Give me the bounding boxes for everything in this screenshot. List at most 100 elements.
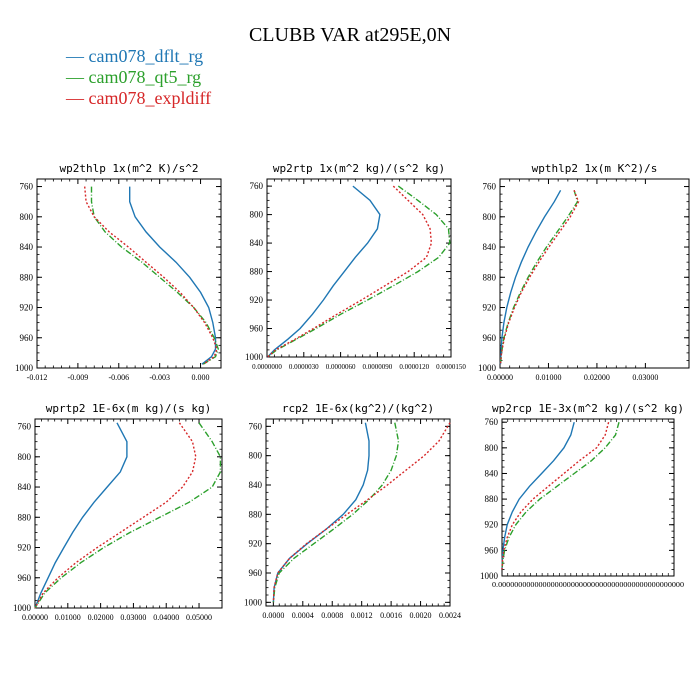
y-tick-label: 960: [483, 333, 497, 343]
series-line-cam078_dflt_rg: [128, 186, 217, 365]
y-tick-label: 1000: [13, 603, 32, 613]
x-tick-label: 0.01000: [535, 373, 561, 382]
x-tick-label: -0.012: [27, 373, 48, 382]
y-tick-label: 800: [20, 212, 34, 222]
y-tick-label: 960: [485, 545, 499, 555]
panel-title: wpthlp2 1x(m K^2)/s: [532, 162, 658, 175]
y-tick-label: 800: [485, 443, 499, 453]
x-tick-label: 0.02000: [88, 613, 114, 622]
series-line-cam078_expldiff: [267, 185, 433, 358]
y-tick-label: 840: [250, 238, 264, 248]
legend-entry-0: — cam078_dflt_rg: [65, 46, 203, 66]
series-line-cam078_qt5_rg: [267, 185, 451, 358]
y-tick-label: 760: [483, 182, 497, 192]
plot-frame: [36, 178, 222, 369]
x-tick-label: 0.0000150: [436, 363, 466, 371]
y-tick-label: 840: [483, 242, 497, 252]
panel-2: wpthlp2 1x(m K^2)/s 760 800 840 880 920 960 100…: [478, 162, 690, 382]
x-tick-label: 0.0000: [262, 611, 284, 620]
y-tick-label: 760: [249, 421, 263, 431]
x-tick-label: -0.006: [108, 373, 129, 382]
y-tick-label: 880: [485, 494, 499, 504]
y-tick-label: 760: [18, 422, 32, 432]
y-tick-label: 880: [249, 509, 263, 519]
y-tick-label: 920: [18, 543, 32, 553]
plot-frame: [34, 418, 223, 609]
panel-3: wprtp2 1E-6x(m kg)/(s kg) 760 800 840 880 920…: [13, 402, 223, 622]
y-tick-label: 800: [249, 451, 263, 461]
x-tick-label: 0.02000: [584, 373, 610, 382]
x-tick-label: -0.009: [68, 373, 89, 382]
x-tick-label: 0.03000: [632, 373, 658, 382]
series-line-cam078_qt5_rg: [90, 186, 220, 365]
x-tick-label: 0.00000000000000000000000000000000000000…: [492, 581, 685, 589]
plot-frame: [266, 178, 452, 358]
series-line-cam078_expldiff: [272, 422, 451, 603]
series-line-cam078_dflt_rg: [272, 422, 370, 603]
y-tick-label: 880: [250, 267, 264, 277]
y-tick-label: 800: [483, 212, 497, 222]
series-line-cam078_expldiff: [34, 422, 197, 609]
series-line-cam078_expldiff: [84, 186, 218, 365]
plot-frame: [501, 418, 675, 577]
x-tick-label: 0.0000120: [399, 363, 429, 371]
y-tick-label: 920: [250, 295, 264, 305]
y-tick-label: 1000: [244, 597, 263, 607]
panel-1: wp2rtp 1x(m^2 kg)/(s^2 kg) 760 800 840 880 92…: [245, 162, 466, 371]
x-tick-label: 0.04000: [153, 613, 179, 622]
y-tick-label: 760: [485, 417, 499, 427]
x-tick-label: 0.0024: [439, 611, 461, 620]
panel-title: rcp2 1E-6x(kg^2)/(kg^2): [282, 402, 434, 415]
y-tick-label: 800: [250, 210, 264, 220]
panel-5: wp2rcp 1E-3x(m^2 kg)/(s^2 kg) 760 800 840 88…: [480, 402, 685, 589]
panel-title: wprtp2 1E-6x(m kg)/(s kg): [46, 402, 212, 415]
series-line-cam078_qt5_rg: [501, 422, 620, 570]
x-tick-label: 0.0008: [321, 611, 343, 620]
x-tick-label: 0.0016: [380, 611, 402, 620]
y-tick-label: 920: [249, 539, 263, 549]
y-tick-label: 960: [18, 573, 32, 583]
y-tick-label: 840: [18, 482, 32, 492]
y-tick-label: 840: [249, 480, 263, 490]
figure-title: CLUBB VAR at295E,0N: [249, 24, 451, 46]
plot-frame: [265, 418, 451, 607]
panel-4: rcp2 1E-6x(kg^2)/(kg^2) 760 800 840 880 920 96…: [244, 402, 461, 620]
y-tick-label: 920: [483, 303, 497, 313]
panel-0: wp2thlp 1x(m^2 K)/s^2 760 800 840 880 920 960 1…: [15, 162, 222, 382]
plot-frame: [499, 178, 690, 369]
y-tick-label: 880: [20, 272, 34, 282]
y-tick-label: 840: [485, 468, 499, 478]
y-tick-label: 1000: [245, 352, 264, 362]
series-line-cam078_dflt_rg: [499, 189, 562, 365]
panel-title: wp2rcp 1E-3x(m^2 kg)/(s^2 kg): [492, 402, 684, 415]
y-tick-label: 800: [18, 452, 32, 462]
x-tick-label: 0.0004: [292, 611, 314, 620]
y-tick-label: 1000: [480, 571, 499, 581]
x-tick-label: 0.0000060: [326, 363, 356, 371]
y-tick-label: 760: [250, 181, 264, 191]
x-tick-label: -0.003: [149, 373, 170, 382]
x-tick-label: 0.0012: [351, 611, 373, 620]
series-line-cam078_qt5_rg: [34, 422, 222, 609]
y-tick-label: 880: [18, 512, 32, 522]
panel-title: wp2rtp 1x(m^2 kg)/(s^2 kg): [273, 162, 445, 175]
x-tick-label: 0.00000: [487, 373, 513, 382]
x-tick-label: 0.00000: [22, 613, 48, 622]
y-tick-label: 920: [485, 520, 499, 530]
x-tick-label: 0.0020: [410, 611, 432, 620]
x-tick-label: 0.03000: [120, 613, 146, 622]
legend-entry-2: — cam078_expldiff: [65, 88, 211, 108]
y-tick-label: 1000: [478, 363, 497, 373]
y-tick-label: 840: [20, 242, 34, 252]
series-line-cam078_qt5_rg: [499, 190, 579, 365]
panel-title: wp2thlp 1x(m^2 K)/s^2: [59, 162, 198, 175]
x-tick-label: 0.05000: [186, 613, 212, 622]
y-tick-label: 920: [20, 303, 34, 313]
y-tick-label: 960: [20, 333, 34, 343]
legend-entry-1: — cam078_qt5_rg: [65, 67, 201, 87]
series-line-cam078_dflt_rg: [267, 185, 381, 358]
series-line-cam078_dflt_rg: [34, 422, 128, 609]
y-tick-label: 760: [20, 182, 34, 192]
series-line-cam078_expldiff: [499, 190, 580, 365]
